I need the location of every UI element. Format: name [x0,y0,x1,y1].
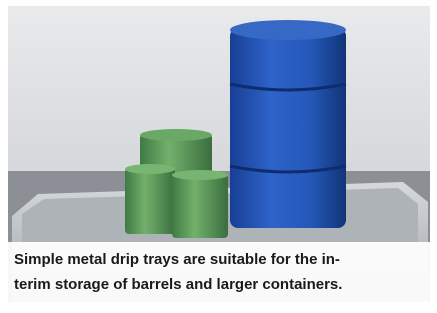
barrel [230,28,346,228]
can [125,168,175,234]
can [172,174,228,238]
barrel-top [230,20,346,40]
can-top [125,164,175,174]
page: Simple metal drip trays are suitable for… [0,0,437,313]
can-top [172,170,228,180]
caption-line: terim storage of barrels and larger cont… [14,272,430,297]
caption: Simple metal drip trays are suitable for… [8,242,430,302]
caption-line: Simple metal drip trays are suitable for… [14,247,430,272]
can-top [140,129,212,141]
